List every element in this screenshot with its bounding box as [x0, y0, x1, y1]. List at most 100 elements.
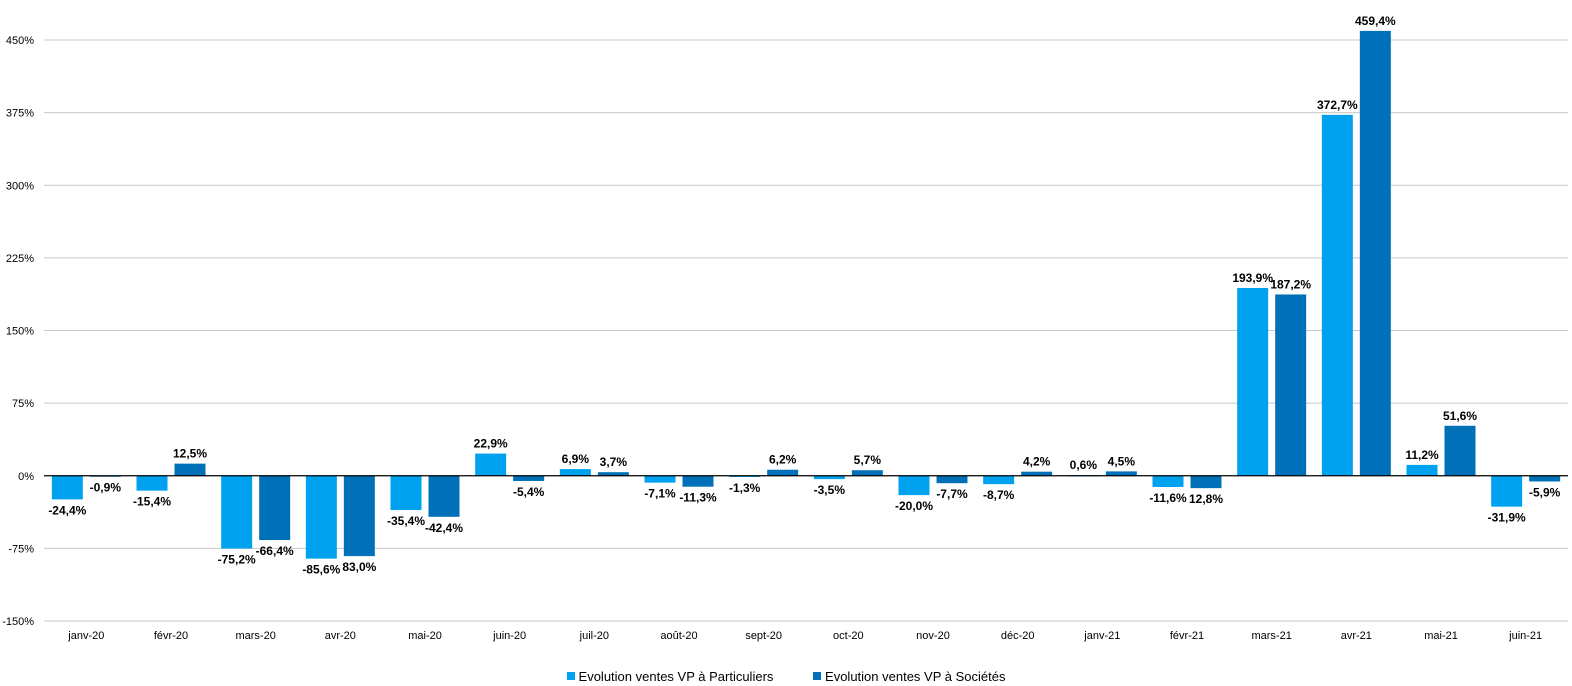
- data-label: -24,4%: [48, 503, 86, 517]
- data-label: 372,7%: [1317, 98, 1358, 112]
- legend-label-societes: Evolution ventes VP à Sociétés: [825, 668, 1006, 684]
- x-tick-label: déc-20: [1001, 630, 1035, 642]
- x-tick-label: févr-20: [154, 630, 188, 642]
- bar-particuliers: [1406, 464, 1438, 476]
- data-label: 12,5%: [173, 447, 207, 461]
- x-tick-label: avr-21: [1341, 630, 1372, 642]
- y-tick-label: -150%: [2, 616, 34, 628]
- legend-item-societes: Evolution ventes VP à Sociétés: [813, 669, 1005, 684]
- x-tick-label: mai-20: [408, 630, 442, 642]
- bar-particuliers: [221, 475, 253, 549]
- bar-particuliers: [813, 475, 845, 480]
- data-label: -7,1%: [644, 487, 676, 501]
- bar-particuliers: [1321, 114, 1353, 476]
- bar-particuliers: [1491, 475, 1523, 507]
- data-label: -20,0%: [895, 499, 933, 513]
- x-tick-label: janv-21: [1083, 630, 1120, 642]
- y-tick-label: 150%: [6, 326, 34, 338]
- data-label: -85,6%: [302, 563, 340, 577]
- y-tick-label: 0%: [18, 471, 34, 483]
- data-label: -8,7%: [983, 488, 1015, 502]
- data-label: -75,2%: [218, 553, 256, 567]
- bar-particuliers: [51, 475, 83, 500]
- x-tick-label: juil-20: [579, 630, 609, 642]
- legend-swatch-particuliers: [566, 672, 575, 680]
- x-tick-label: avr-20: [325, 630, 356, 642]
- bar-societes: [1275, 294, 1307, 476]
- bar-particuliers: [305, 475, 337, 559]
- legend-label-particuliers: Evolution ventes VP à Particuliers: [578, 668, 774, 684]
- x-tick-label: oct-20: [833, 630, 864, 642]
- data-label: -3,5%: [814, 483, 846, 497]
- data-label: -1,3%: [729, 481, 761, 495]
- bar-societes: [597, 472, 629, 476]
- bar-societes: [1105, 471, 1137, 476]
- bar-societes: [428, 475, 460, 517]
- data-label: 6,9%: [562, 452, 590, 466]
- y-tick-label: 300%: [6, 180, 34, 192]
- y-tick-label: 75%: [12, 398, 34, 410]
- x-tick-label: mars-21: [1251, 630, 1291, 642]
- data-label: -5,4%: [513, 485, 545, 499]
- bar-societes: [259, 475, 291, 541]
- data-label: 22,9%: [474, 437, 508, 451]
- bar-particuliers: [136, 475, 168, 491]
- bar-particuliers: [1237, 287, 1269, 476]
- bar-particuliers: [983, 475, 1015, 485]
- data-label: 11,2%: [1405, 448, 1439, 462]
- data-label: -42,4%: [425, 521, 463, 535]
- data-label: 83,0%: [342, 560, 376, 574]
- bar-societes: [1021, 471, 1053, 476]
- bar-societes: [174, 463, 206, 476]
- bar-particuliers: [1152, 475, 1184, 487]
- x-tick-label: août-20: [660, 630, 697, 642]
- data-label: 3,7%: [600, 455, 628, 469]
- x-tick-label: mars-20: [235, 630, 275, 642]
- bar-chart: -150% -75% 0% 75% 150% 225% 300% 375% 450% -24,4%…: [2, 14, 1568, 642]
- data-label: -7,7%: [936, 487, 968, 501]
- data-label: 4,5%: [1108, 454, 1136, 468]
- bar-societes: [513, 475, 545, 481]
- bar-societes: [682, 475, 714, 487]
- x-tick-label: juin-20: [492, 630, 526, 642]
- data-label: -0,9%: [90, 481, 122, 495]
- bar-particuliers: [898, 475, 930, 496]
- bar-societes: [1359, 30, 1391, 476]
- x-tick-label: juin-21: [1508, 630, 1542, 642]
- data-label: 6,2%: [769, 453, 797, 467]
- data-label: -15,4%: [133, 495, 171, 509]
- data-label: 187,2%: [1270, 277, 1311, 291]
- bar-particuliers: [390, 475, 422, 511]
- bar-societes: [343, 475, 375, 557]
- y-tick-label: -75%: [8, 543, 34, 555]
- data-label: 4,2%: [1023, 455, 1051, 469]
- bar-particuliers: [475, 453, 507, 476]
- data-label: -31,9%: [1488, 511, 1526, 525]
- bar-societes: [1444, 425, 1476, 476]
- data-label: 12,8%: [1189, 492, 1223, 506]
- y-tick-label: 450%: [6, 35, 34, 47]
- data-label: -66,4%: [256, 544, 294, 558]
- data-label: -11,6%: [1149, 491, 1187, 505]
- bar-particuliers: [559, 469, 591, 476]
- y-tick-label: 225%: [6, 253, 34, 265]
- data-label: -11,3%: [679, 491, 717, 505]
- data-label: -35,4%: [387, 514, 425, 528]
- bar-societes: [1529, 475, 1561, 482]
- data-label: 51,6%: [1443, 409, 1477, 423]
- bar-societes: [1190, 475, 1222, 489]
- x-tick-label: janv-20: [67, 630, 104, 642]
- legend-item-particuliers: Evolution ventes VP à Particuliers: [566, 668, 774, 684]
- data-label: 193,9%: [1232, 271, 1273, 285]
- x-tick-label: févr-21: [1170, 630, 1204, 642]
- data-label: 459,4%: [1355, 14, 1396, 28]
- data-label: 0,6%: [1070, 458, 1098, 472]
- x-tick-label: sept-20: [745, 630, 782, 642]
- bar-societes: [936, 475, 968, 484]
- bar-societes: [767, 469, 799, 476]
- bar-societes: [851, 470, 883, 476]
- legend-swatch-societes: [813, 672, 822, 680]
- y-tick-label: 375%: [6, 108, 34, 120]
- x-tick-label: mai-21: [1424, 630, 1458, 642]
- data-label: 5,7%: [854, 453, 882, 467]
